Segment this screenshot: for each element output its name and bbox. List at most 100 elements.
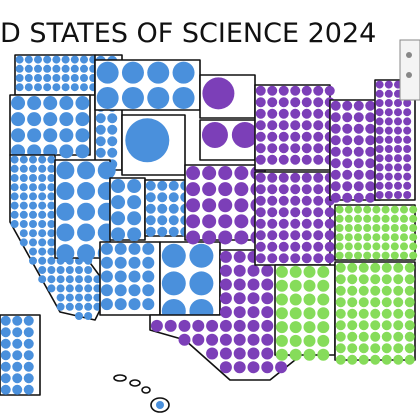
state-dot (255, 195, 266, 206)
state-dot (267, 85, 278, 96)
state-dot (278, 154, 289, 165)
state-dot (267, 230, 278, 241)
state-dot (233, 264, 246, 277)
state-dot (278, 131, 289, 142)
state-dot (370, 331, 381, 342)
state-dot (267, 195, 278, 206)
state-dot (192, 319, 205, 332)
state-dot (255, 154, 266, 165)
state-dot (56, 284, 65, 293)
state-dot (100, 284, 113, 297)
state-dot (335, 308, 346, 319)
state-dot (56, 293, 65, 302)
state-dot (381, 262, 392, 273)
legend-dot (406, 72, 412, 78)
state-dot (275, 265, 288, 278)
state-dot (77, 182, 96, 201)
state-dot (275, 307, 288, 320)
state-dot (404, 274, 415, 285)
state-dot (390, 251, 399, 260)
state-dot (375, 191, 384, 199)
state-dot (384, 126, 393, 135)
state-dot (384, 89, 393, 98)
state-dot (301, 230, 312, 241)
state-dot (12, 361, 23, 372)
state-dot (38, 155, 47, 164)
state-dot (267, 241, 278, 252)
state-dot (301, 195, 312, 206)
state-dot (145, 203, 156, 214)
state-dot (372, 251, 381, 260)
state-dot (365, 123, 376, 134)
state-dot (381, 320, 392, 331)
state-dot (95, 136, 106, 147)
state-dot (384, 117, 393, 126)
state-dot (142, 284, 155, 297)
state-dot (317, 307, 330, 320)
state-dot (347, 354, 358, 365)
state-dot (255, 218, 266, 229)
state-dot (70, 83, 79, 92)
state-dot (301, 218, 312, 229)
state-dot (100, 242, 113, 255)
state-dot (370, 320, 381, 331)
state-dot (409, 214, 418, 223)
state-dot (400, 233, 408, 242)
state-dot (384, 99, 393, 107)
state-dot (157, 180, 168, 191)
state-dot (100, 256, 113, 269)
state-dot (403, 108, 412, 117)
state-dot (267, 97, 278, 108)
state-dot (19, 155, 28, 164)
state-dot (290, 154, 301, 165)
state-dot (347, 320, 358, 331)
state-dot (313, 143, 324, 154)
state-dot (47, 183, 56, 192)
state-dot (342, 192, 353, 203)
state-dot (358, 285, 369, 296)
state-dot (10, 210, 19, 219)
state-dot (186, 182, 201, 197)
state-dot (84, 312, 93, 320)
state-dot (394, 135, 402, 144)
state-dot (206, 319, 219, 332)
state-dot (114, 284, 127, 297)
state-dot (247, 264, 260, 277)
state-dot (56, 202, 75, 221)
state-dot (384, 145, 393, 153)
state-dot (80, 55, 88, 64)
state-dot (255, 241, 266, 252)
state-dot (202, 182, 217, 197)
state-dot (303, 321, 316, 334)
state-dot (370, 285, 381, 296)
state-dot (393, 331, 404, 342)
state-dot (342, 146, 353, 157)
state-dot (404, 262, 415, 273)
state-dot (403, 145, 412, 153)
state-dot (400, 242, 408, 251)
state-dot (313, 120, 324, 131)
state-dot (301, 120, 312, 131)
state-dot (390, 205, 399, 214)
state-dot (372, 224, 381, 232)
state-dot (202, 77, 235, 110)
state-dot (404, 331, 415, 342)
state-dot (267, 108, 278, 119)
state-dot (347, 274, 358, 285)
state-dot (233, 250, 246, 263)
state-dot (201, 121, 228, 148)
state-dot (290, 143, 301, 154)
state-dot (247, 361, 260, 374)
state-dot (370, 343, 381, 354)
state-dot (168, 226, 179, 237)
state-dot (15, 74, 24, 82)
state-dot (403, 181, 412, 190)
state-dot (275, 348, 288, 361)
state-dot (38, 266, 47, 274)
state-dot (233, 306, 246, 319)
state-dot (278, 230, 289, 241)
state-dot (275, 321, 288, 334)
state-dot (38, 192, 47, 201)
state-dot (335, 205, 344, 214)
state-dot (365, 135, 376, 146)
